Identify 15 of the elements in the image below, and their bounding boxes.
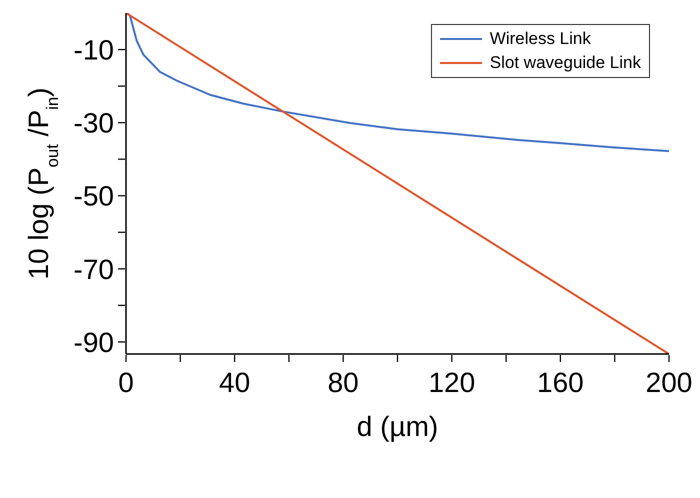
x-axis-title: d (µm) [356,411,438,442]
y-tick-label: -90 [74,326,114,358]
x-tick-label: 0 [118,367,134,398]
legend-label: Slot waveguide Link [490,52,641,74]
y-tick-label: -70 [74,254,114,285]
x-tick-label: 160 [537,367,584,398]
legend-label: Wireless Link [490,28,591,50]
x-tick-label: 200 [646,367,692,398]
y-tick-label: -10 [74,34,114,66]
y-tick-label: -50 [74,180,114,212]
x-tick-label: 120 [428,367,476,398]
y-tick-label: -30 [74,108,114,139]
x-tick-label: 40 [219,367,250,398]
line-series [126,13,669,152]
x-tick-label: 80 [328,367,359,398]
